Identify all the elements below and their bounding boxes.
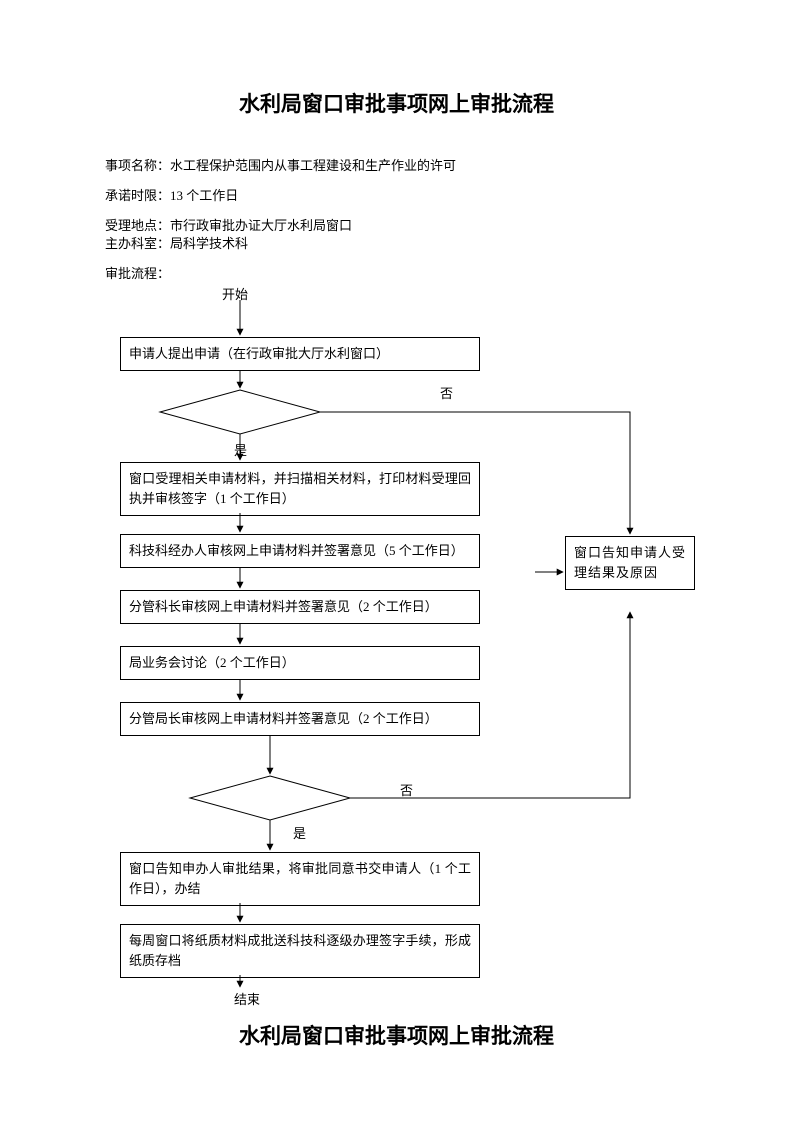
meta-item-name: 事项名称：水工程保护范围内从事工程建设和生产作业的许可 — [105, 155, 456, 174]
node-final-notify: 窗口告知申办人审批结果，将审批同意书交申请人（1 个工作日），办结 — [120, 852, 480, 906]
meta-item-name-label: 事项名称： — [105, 158, 170, 173]
document-page: 水利局窗口审批事项网上审批流程 事项名称：水工程保护范围内从事工程建设和生产作业… — [0, 0, 793, 1122]
meta-item-name-value: 水工程保护范围内从事工程建设和生产作业的许可 — [170, 158, 456, 173]
meta-time-limit-label: 承诺时限： — [105, 188, 170, 203]
meta-location-label: 受理地点： — [105, 218, 170, 233]
meta-location: 受理地点：市行政审批办证大厅水利局窗口 — [105, 215, 352, 234]
node-apply: 申请人提出申请（在行政审批大厅水利窗口） — [120, 337, 480, 371]
node-accept: 窗口受理相关申请材料，并扫描相关材料，打印材料受理回执并审核签字（1 个工作日） — [120, 462, 480, 516]
label-no-1: 否 — [440, 383, 453, 402]
meta-dept: 主办科室：局科学技术科 — [105, 233, 248, 252]
label-no-2: 否 — [400, 780, 413, 799]
meta-process-label: 审批流程： — [105, 263, 170, 282]
flow-end-label: 结束 — [234, 989, 260, 1008]
meta-time-limit: 承诺时限：13 个工作日 — [105, 185, 238, 204]
node-archive: 每周窗口将纸质材料成批送科技科逐级办理签字手续，形成纸质存档 — [120, 924, 480, 978]
meta-dept-value: 局科学技术科 — [170, 236, 248, 251]
decision-agree-label: 同意否？ — [248, 791, 300, 810]
node-notify-result: 窗口告知申请人受理结果及原因 — [565, 536, 695, 590]
label-yes-1: 是 — [234, 440, 247, 459]
decision-condition-label: 符合条件？ — [212, 405, 277, 424]
page-title-top: 水利局窗口审批事项网上审批流程 — [0, 88, 793, 118]
node-section-chief: 分管科长审核网上申请材料并签署意见（2 个工作日） — [120, 590, 480, 624]
page-title-bottom: 水利局窗口审批事项网上审批流程 — [0, 1020, 793, 1050]
node-meeting: 局业务会讨论（2 个工作日） — [120, 646, 480, 680]
meta-dept-label: 主办科室： — [105, 236, 170, 251]
meta-location-value: 市行政审批办证大厅水利局窗口 — [170, 218, 352, 233]
label-yes-2: 是 — [293, 823, 306, 842]
flow-start-label: 开始 — [222, 284, 248, 303]
node-tech-review: 科技科经办人审核网上申请材料并签署意见（5 个工作日） — [120, 534, 480, 568]
meta-time-limit-value: 13 个工作日 — [170, 188, 238, 203]
node-deputy-director: 分管局长审核网上申请材料并签署意见（2 个工作日） — [120, 702, 480, 736]
